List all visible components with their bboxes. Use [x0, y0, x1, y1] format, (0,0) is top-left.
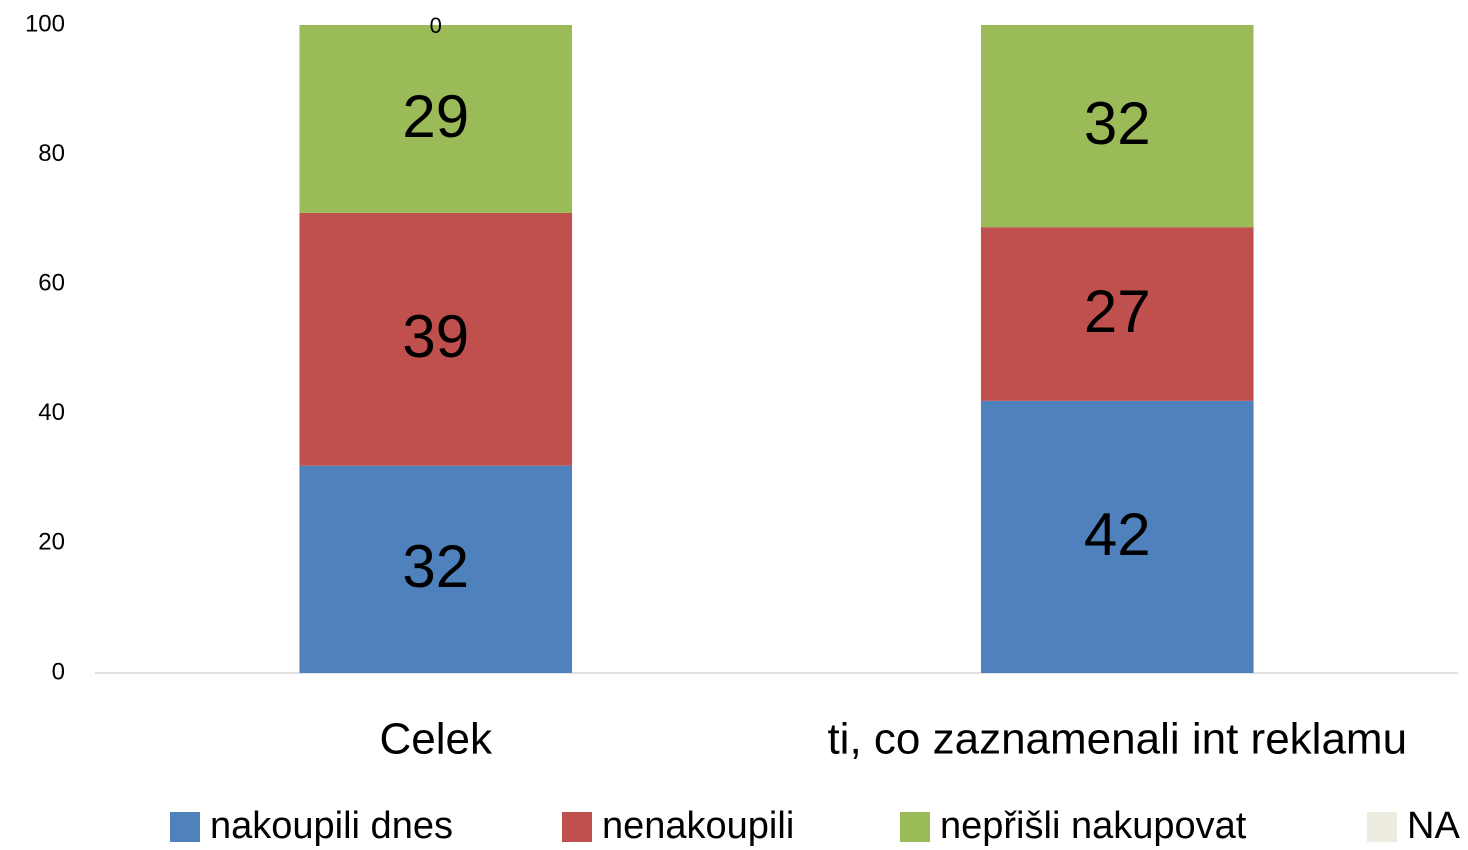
y-tick-label: 40 [38, 399, 65, 426]
data-label: 42 [1084, 501, 1151, 568]
legend-label: NA [1407, 805, 1460, 847]
bar-segment [299, 465, 573, 673]
data-label: 32 [402, 533, 469, 600]
data-label: 39 [402, 303, 469, 370]
bar-segment [980, 400, 1254, 673]
y-tick-label: 0 [52, 658, 65, 685]
legend-label: nakoupili dnes [210, 805, 453, 847]
data-label: 0 [430, 13, 442, 38]
bar-segment [299, 25, 573, 213]
legend-swatch [900, 812, 930, 842]
data-label: 27 [1084, 278, 1151, 345]
bar-segment [980, 25, 1254, 228]
y-tick-label: 100 [25, 10, 65, 37]
bar-segment [299, 212, 573, 466]
bar-segment [980, 227, 1254, 401]
y-tick-label: 60 [38, 270, 65, 297]
legend-label: nepřišli nakupovat [940, 805, 1247, 847]
x-tick-label: Celek [380, 715, 493, 764]
data-label: 32 [1084, 90, 1151, 157]
legend-label: nenakoupili [602, 805, 794, 847]
y-tick-label: 80 [38, 140, 65, 167]
legend-swatch [1367, 812, 1397, 842]
x-tick-label: ti, co zaznamenali int reklamu [827, 715, 1407, 764]
y-tick-label: 20 [38, 529, 65, 556]
data-label: 29 [402, 83, 469, 150]
legend-swatch [562, 812, 592, 842]
legend-swatch [170, 812, 200, 842]
